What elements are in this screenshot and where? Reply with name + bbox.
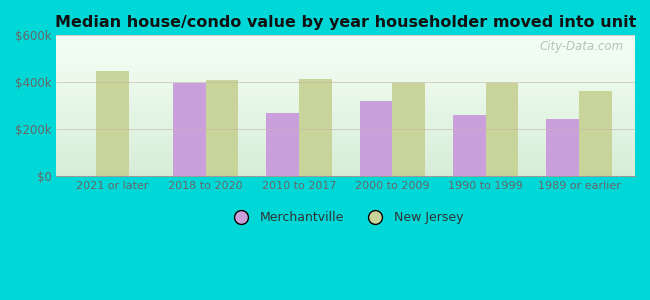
Bar [206, 80, 239, 176]
Bar [173, 83, 206, 176]
Bar [266, 113, 299, 176]
Bar [579, 91, 612, 176]
Bar [393, 83, 425, 176]
Bar [453, 115, 486, 176]
Bar [299, 79, 332, 176]
Bar [547, 119, 579, 176]
Bar [359, 101, 393, 176]
Legend: Merchantville, New Jersey: Merchantville, New Jersey [223, 206, 468, 229]
Title: Median house/condo value by year householder moved into unit: Median house/condo value by year househo… [55, 15, 636, 30]
Bar [96, 70, 129, 176]
Bar [486, 83, 518, 176]
Text: City-Data.com: City-Data.com [540, 40, 623, 52]
